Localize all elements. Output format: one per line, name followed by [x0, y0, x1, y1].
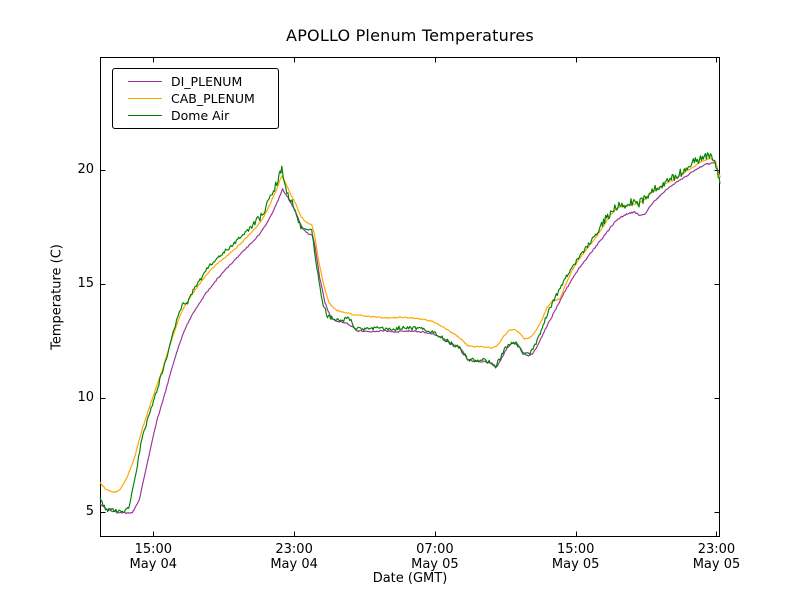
- y-tick-label: 5: [85, 503, 94, 519]
- x-tick-time: 23:00: [697, 542, 736, 557]
- y-tick-label: 20: [77, 162, 94, 178]
- series-line-di-plenum: [99, 161, 721, 515]
- x-tick-date: May 05: [551, 557, 600, 572]
- legend: DI_PLENUM CAB_PLENUM Dome Air: [112, 68, 279, 129]
- x-tick-label: 07:00 May 05: [389, 542, 481, 572]
- x-tick-label: 15:00 May 04: [107, 542, 199, 572]
- series-line-dome-air: [99, 152, 721, 514]
- x-tick-date: May 04: [270, 557, 318, 572]
- x-tick-time: 15:00: [556, 542, 595, 557]
- y-tick-label: 15: [77, 276, 94, 291]
- legend-item: CAB_PLENUM: [113, 90, 278, 107]
- x-tick-time: 15:00: [134, 542, 173, 557]
- legend-line-sample: [128, 115, 162, 116]
- x-tick-label: 23:00 May 04: [248, 542, 340, 572]
- legend-label: Dome Air: [171, 108, 230, 123]
- legend-line-sample: [128, 81, 162, 82]
- legend-item: Dome Air: [113, 107, 278, 124]
- x-tick-label: 15:00 May 05: [530, 542, 622, 572]
- legend-label: CAB_PLENUM: [171, 91, 255, 106]
- legend-line-sample: [128, 98, 162, 99]
- y-tick-label: 10: [77, 389, 94, 405]
- chart-title: APOLLO Plenum Temperatures: [286, 26, 534, 45]
- series-line-cab-plenum: [99, 157, 721, 494]
- x-axis-label: Date (GMT): [372, 571, 448, 586]
- x-tick-label: 23:00 May 05: [670, 542, 762, 572]
- axes-frame: [100, 57, 720, 537]
- legend-item: DI_PLENUM: [113, 73, 278, 90]
- x-tick-date: May 04: [129, 557, 178, 572]
- x-tick-date: May 05: [411, 557, 459, 572]
- x-tick-time: 07:00: [416, 542, 454, 557]
- legend-label: DI_PLENUM: [171, 74, 243, 89]
- x-tick-time: 23:00: [275, 542, 313, 557]
- x-tick-date: May 05: [692, 557, 741, 572]
